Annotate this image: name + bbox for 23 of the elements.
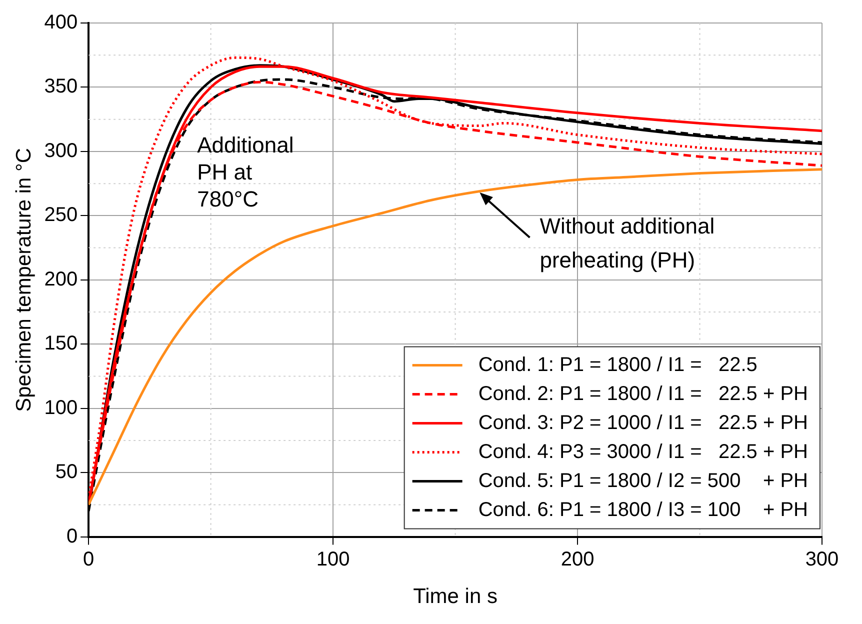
y-tick-label: 250	[44, 204, 78, 226]
annotation: Additional PH at 780°C	[197, 132, 294, 212]
x-tick-label: 300	[805, 548, 839, 570]
y-tick-label: 100	[44, 396, 78, 419]
legend-label: Cond. 6: P1 = 1800 / I3 = 100 + PH	[478, 498, 808, 521]
y-tick-label: 350	[44, 76, 78, 98]
y-axis-title: Specimen temperature in °C	[12, 148, 36, 412]
x-tick-label: 200	[560, 548, 594, 570]
y-tick-label: 0	[66, 525, 78, 548]
legend-label: Cond. 3: P2 = 1000 / I1 = 22.5 + PH	[478, 412, 808, 434]
x-tick-label: 100	[316, 548, 350, 570]
legend-label: Cond. 5: P1 = 1800 / I2 = 500 + PH	[478, 470, 808, 492]
annotation: Without additional preheating (PH)	[540, 214, 715, 273]
y-tick-label: 50	[55, 461, 78, 484]
legend-label: Cond. 4: P3 = 3000 / I1 = 22.5 + PH	[478, 440, 808, 463]
y-tick-label: 400	[44, 12, 78, 34]
y-tick-label: 200	[44, 268, 78, 290]
legend-label: Cond. 1: P1 = 1800 / I1 = 22.5	[478, 354, 758, 376]
legend-label: Cond. 2: P1 = 1800 / I1 = 22.5 + PH	[478, 382, 808, 405]
x-tick-label: 0	[83, 548, 94, 570]
y-tick-label: 150	[44, 332, 78, 355]
x-axis-title: Time in s	[413, 585, 498, 608]
y-tick-label: 300	[44, 140, 78, 162]
